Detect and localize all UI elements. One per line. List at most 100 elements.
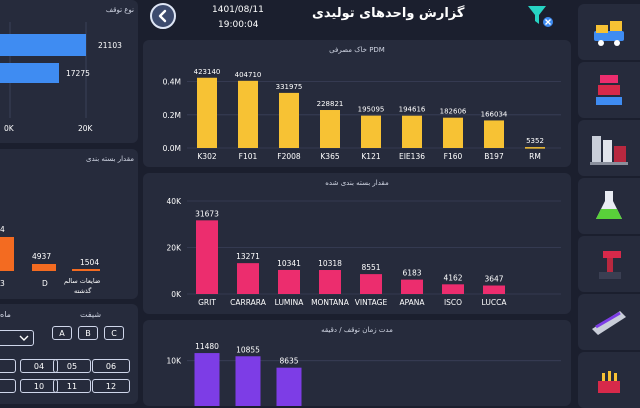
chart-category-label: K121 <box>361 152 380 161</box>
shift-a-button[interactable]: A <box>52 326 72 340</box>
chart-category-label: APANA <box>399 298 425 307</box>
chart-bar <box>402 115 422 148</box>
back-button[interactable] <box>150 3 176 29</box>
chart-bar <box>196 220 218 294</box>
chart-data-label: 3647 <box>484 275 503 284</box>
sidebar-item-factory[interactable] <box>578 120 640 176</box>
chart-data-label: 8551 <box>361 263 380 272</box>
packing-left-chart: 4 4937 1504 3 D ضایعات سالم گذشته <box>0 225 101 295</box>
chart-tick-label: 40K <box>167 197 183 206</box>
chart-data-label: 8635 <box>279 357 298 366</box>
chart-bar <box>278 269 300 294</box>
filter-clear-button[interactable] <box>527 4 555 30</box>
chart-bar <box>483 285 505 294</box>
chart-category-label: RM <box>529 152 541 161</box>
stop-type-panel: نوع توقف 21103 17275 0K 20K <box>0 0 138 143</box>
chart-category-label: LUCCA <box>482 298 508 307</box>
chart-tick-label: 0.0M <box>163 144 181 153</box>
sidebar-item-lab[interactable] <box>578 178 640 234</box>
shift-b-button[interactable]: B <box>78 326 98 340</box>
factory-icon <box>590 136 628 165</box>
conveyor-icon <box>592 311 626 335</box>
packing-left-label: ضایعات سالم <box>64 277 101 285</box>
chart-bar <box>235 356 261 406</box>
chart-category-label: GRIT <box>198 298 216 307</box>
chart-data-label: 4162 <box>443 273 462 282</box>
packed-amount-chart: مقدار بسته بندی شده 0K 20K 40K 31673 GRIT 1327… <box>167 179 561 307</box>
chart-tick-label: 0.2M <box>163 111 181 120</box>
chart-category-label: F160 <box>444 152 463 161</box>
packing-left-bar <box>32 264 56 271</box>
sidebar-item-kiln[interactable] <box>578 352 640 408</box>
chart-data-label: 31673 <box>195 209 219 218</box>
chart-category-label: ISCO <box>444 298 462 307</box>
chart-bar <box>279 92 299 148</box>
shift-label: شیفت <box>80 310 102 319</box>
chart-data-label: 13271 <box>236 252 260 261</box>
month-06-button[interactable]: 06 <box>92 359 130 373</box>
chart-bar <box>319 270 341 294</box>
chart-bar <box>360 274 382 294</box>
chart-data-label: 6183 <box>402 269 421 278</box>
chart-category-label: F101 <box>239 152 258 161</box>
chart-bar <box>276 367 302 406</box>
packing-machine-icon <box>594 21 624 46</box>
packing-left-label: D <box>42 279 48 288</box>
month-button[interactable] <box>0 379 16 393</box>
chart-tick-label: 20K <box>167 244 183 253</box>
back-arrow-icon <box>158 9 167 23</box>
chart-bar <box>484 120 504 148</box>
chart-data-label: 5352 <box>526 137 544 145</box>
sidebar-item-conveyor[interactable] <box>578 294 640 350</box>
chart-data-label: 195095 <box>358 106 385 114</box>
chart-category-label: K365 <box>320 152 339 161</box>
packed-amount-panel: مقدار بسته بندی شده 0K 20K 40K 31673 GRIT 1327… <box>143 173 571 314</box>
chart-bar <box>361 115 381 148</box>
chart-category-label: B197 <box>484 152 504 161</box>
chart-category-label: LUMINA <box>275 298 305 307</box>
packing-left-label: 3 <box>0 279 5 288</box>
month-label: ماه <box>0 310 11 319</box>
sidebar-item-press[interactable] <box>578 62 640 118</box>
header-date: 1401/08/11 <box>212 5 264 15</box>
chart-data-label: 10341 <box>277 259 301 268</box>
chart-data-label: 331975 <box>276 83 303 91</box>
chart-title: خاک مصرفی PDM <box>329 46 385 54</box>
month-11-button[interactable]: 11 <box>53 379 91 393</box>
chart-bar <box>320 110 340 148</box>
packing-left-bar <box>72 269 100 271</box>
sidebar-item-packing[interactable] <box>578 4 640 60</box>
month-dropdown[interactable] <box>0 330 34 346</box>
chart-category-label: MONTANA <box>311 298 350 307</box>
chart-data-label: 194616 <box>399 106 426 114</box>
chart-category-label: EIE136 <box>399 152 425 161</box>
chart-bar <box>194 353 220 406</box>
chart-data-label: 182606 <box>440 108 467 116</box>
chart-bar <box>443 117 463 148</box>
chart-title: مقدار بسته بندی شده <box>325 179 389 187</box>
filter-clear-icon <box>528 6 553 27</box>
stop-type-bar <box>0 34 86 56</box>
chart-data-label: 10855 <box>236 345 260 354</box>
stop-type-title: نوع توقف <box>105 6 134 14</box>
flask-icon <box>596 191 622 219</box>
month-04-button[interactable]: 04 <box>20 359 58 373</box>
stop-duration-chart: مدت زمان توقف / دقیقه 10K 11480 10855 8635 <box>167 326 561 406</box>
sidebar-item-robot[interactable] <box>578 236 640 292</box>
month-12-button[interactable]: 12 <box>92 379 130 393</box>
chart-title: مدت زمان توقف / دقیقه <box>321 326 393 334</box>
shift-c-button[interactable]: C <box>104 326 124 340</box>
chart-tick-label: 0K <box>171 290 182 299</box>
stop-type-value: 21103 <box>98 41 122 50</box>
chart-tick-label: 10K <box>167 357 183 366</box>
packing-left-title: مقدار بسته بندی <box>85 155 134 163</box>
month-05-button[interactable]: 05 <box>53 359 91 373</box>
stop-type-bar <box>0 63 59 83</box>
packing-left-value: 4 <box>0 225 5 234</box>
month-10-button[interactable]: 10 <box>20 379 58 393</box>
chart-bar <box>197 77 217 148</box>
chart-data-label: 166034 <box>481 110 508 118</box>
packing-left-value: 1504 <box>80 258 99 267</box>
chart-category-label: F2008 <box>277 152 301 161</box>
month-button[interactable] <box>0 359 16 373</box>
